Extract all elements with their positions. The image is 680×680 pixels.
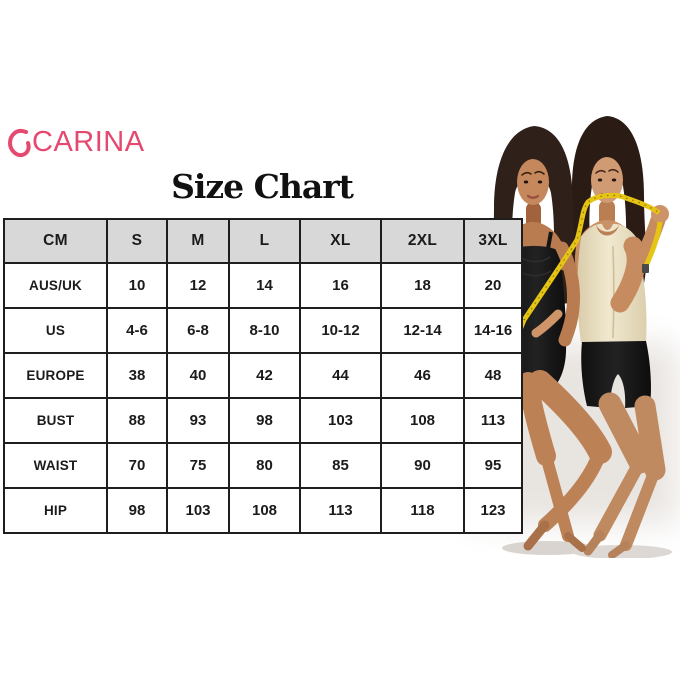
value-cell: 4-6: [106, 307, 168, 354]
value-cell: 14: [228, 262, 301, 309]
value-cell: 93: [166, 397, 230, 444]
row-label-cell: US: [3, 307, 108, 354]
row-label-cell: BUST: [3, 397, 108, 444]
row-label-cell: EUROPE: [3, 352, 108, 399]
header-cell: L: [228, 218, 301, 264]
value-cell: 12: [166, 262, 230, 309]
value-cell: 10-12: [299, 307, 382, 354]
value-cell: 75: [166, 442, 230, 489]
value-cell: 10: [106, 262, 168, 309]
row-label-cell: HIP: [3, 487, 108, 534]
row-label-cell: AUS/UK: [3, 262, 108, 309]
row-label-cell: WAIST: [3, 442, 108, 489]
value-cell: 80: [228, 442, 301, 489]
value-cell: 108: [228, 487, 301, 534]
face: [517, 159, 549, 205]
value-cell: 113: [463, 397, 523, 444]
value-cell: 18: [380, 262, 465, 309]
value-cell: 103: [166, 487, 230, 534]
value-cell: 40: [166, 352, 230, 399]
value-cell: 38: [106, 352, 168, 399]
value-cell: 108: [380, 397, 465, 444]
black-shorts: [581, 341, 651, 408]
value-cell: 90: [380, 442, 465, 489]
table-row: HIP 98 103 108 113 118 123: [3, 487, 523, 534]
page-title: Size Chart: [171, 167, 354, 206]
brand-logo: CARINA: [8, 127, 145, 158]
brand-logo-text: CARINA: [32, 126, 145, 158]
size-table: CM S M L XL 2XL 3XL AUS/UK 10 12 14 16 18 20 US 4-6 6-8 8…: [3, 218, 523, 534]
header-cell: CM: [3, 218, 108, 264]
model-right: [570, 116, 669, 558]
value-cell: 70: [106, 442, 168, 489]
table-row: US 4-6 6-8 8-10 10-12 12-14 14-16: [3, 307, 523, 354]
value-cell: 48: [463, 352, 523, 399]
value-cell: 12-14: [380, 307, 465, 354]
value-cell: 8-10: [228, 307, 301, 354]
value-cell: 85: [299, 442, 382, 489]
value-cell: 98: [106, 487, 168, 534]
ribbon-curl-icon: [8, 129, 31, 158]
header-row: CM S M L XL 2XL 3XL: [3, 218, 523, 264]
value-cell: 16: [299, 262, 382, 309]
table-row: BUST 88 93 98 103 108 113: [3, 397, 523, 444]
value-cell: 14-16: [463, 307, 523, 354]
value-cell: 95: [463, 442, 523, 489]
header-cell: XL: [299, 218, 382, 264]
value-cell: 42: [228, 352, 301, 399]
value-cell: 6-8: [166, 307, 230, 354]
face: [591, 157, 623, 203]
header-cell: 3XL: [463, 218, 523, 264]
table-row: EUROPE 38 40 42 44 46 48: [3, 352, 523, 399]
header-cell: 2XL: [380, 218, 465, 264]
value-cell: 113: [299, 487, 382, 534]
value-cell: 46: [380, 352, 465, 399]
table-row: AUS/UK 10 12 14 16 18 20: [3, 262, 523, 309]
table-row: WAIST 70 75 80 85 90 95: [3, 442, 523, 489]
value-cell: 103: [299, 397, 382, 444]
header-cell: S: [106, 218, 168, 264]
value-cell: 98: [228, 397, 301, 444]
value-cell: 118: [380, 487, 465, 534]
header-cell: M: [166, 218, 230, 264]
value-cell: 44: [299, 352, 382, 399]
value-cell: 20: [463, 262, 523, 309]
value-cell: 88: [106, 397, 168, 444]
value-cell: 123: [463, 487, 523, 534]
